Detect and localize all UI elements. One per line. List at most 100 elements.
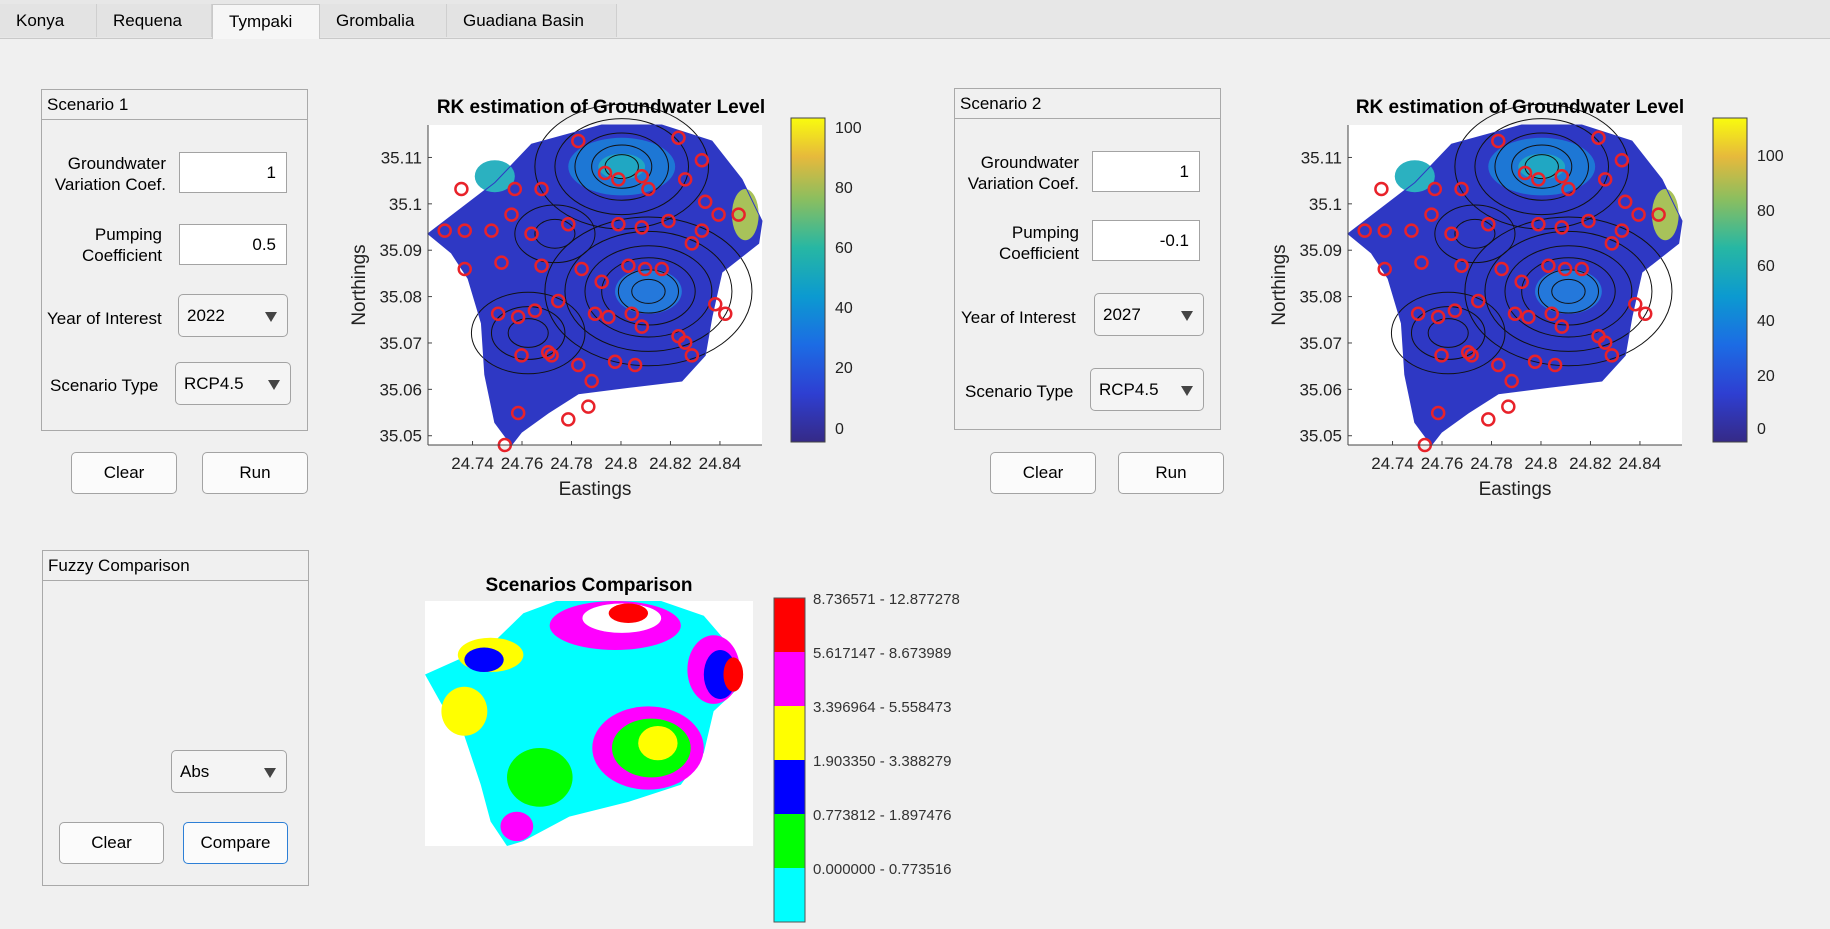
- legend-swatch: [774, 760, 805, 814]
- well-marker: [457, 261, 472, 277]
- scenario1-year-dropdown[interactable]: 2022: [178, 294, 288, 337]
- chevron-down-icon: [1181, 311, 1193, 321]
- colorbar-tick-label: 0: [835, 421, 844, 438]
- scenario1-run-button[interactable]: Run: [202, 452, 308, 494]
- scenario2-title: Scenario 2: [955, 89, 1220, 119]
- well-marker: [1554, 168, 1570, 184]
- well-marker: [1531, 216, 1546, 232]
- legend-label: 1.903350 - 3.388279: [813, 753, 951, 770]
- well-marker: [574, 261, 589, 277]
- well-marker: [1501, 399, 1516, 414]
- legend-swatch: [774, 598, 805, 652]
- tab-konya[interactable]: Konya: [0, 4, 97, 37]
- comparison-chart: Scenarios Comparison 8.736571 - 12.877278…: [425, 575, 960, 923]
- well-marker: [627, 357, 643, 373]
- class-zone: [723, 657, 744, 692]
- chevron-down-icon: [268, 380, 280, 390]
- class-zone: [464, 647, 504, 673]
- scenario1-type-dropdown[interactable]: RCP4.5: [175, 362, 291, 405]
- well-marker: [1447, 303, 1463, 318]
- y-tick-label: 35.11: [381, 148, 422, 167]
- well-marker: [1561, 181, 1576, 197]
- colorbar-tick-label: 20: [1757, 368, 1775, 385]
- contour-line: [1484, 230, 1653, 352]
- well-marker: [1554, 220, 1570, 235]
- contour-line: [591, 144, 653, 189]
- class-zone: [507, 748, 573, 807]
- well-marker: [494, 255, 509, 270]
- scenario1-pump-input[interactable]: [179, 224, 287, 265]
- contour-line: [564, 230, 733, 352]
- groundwater-surface: [428, 125, 762, 445]
- x-tick-label: 24.76: [501, 454, 544, 473]
- scenario2-type-dropdown[interactable]: RCP4.5: [1090, 368, 1204, 411]
- tab-grombalia[interactable]: Grombalia: [320, 4, 447, 37]
- well-marker: [587, 306, 603, 322]
- fuzzy-clear-button[interactable]: Clear: [59, 822, 164, 864]
- x-tick-label: 24.74: [451, 454, 494, 473]
- contour-line: [1390, 291, 1506, 375]
- well-marker: [684, 348, 700, 363]
- scenario1-type-label: Scenario Type: [50, 376, 159, 395]
- colorbar: [1712, 117, 1748, 443]
- well-marker: [1377, 261, 1392, 277]
- class-zone: [441, 686, 488, 736]
- well-marker: [540, 344, 556, 360]
- scenario2-clear-button[interactable]: Clear: [990, 452, 1096, 494]
- class-zone: [500, 811, 534, 842]
- well-marker: [1471, 293, 1486, 309]
- legend-label: 0.000000 - 0.773516: [813, 861, 951, 878]
- x-tick-label: 24.84: [1619, 454, 1662, 473]
- x-axis-label: Eastings: [1479, 479, 1552, 500]
- scenario2-pump-input[interactable]: [1092, 220, 1200, 261]
- legend-swatch: [774, 814, 805, 868]
- tab-tympaki[interactable]: Tympaki: [212, 4, 320, 39]
- edge-zone-west: [1394, 160, 1435, 193]
- well-marker: [1434, 348, 1449, 363]
- well-marker: [561, 216, 576, 232]
- tab-guadiana-basin[interactable]: Guadiana Basin: [447, 4, 617, 37]
- dh-dropdown[interactable]: Abs: [171, 750, 287, 793]
- well-marker: [707, 296, 723, 312]
- fuzzy-title: Fuzzy Comparison: [43, 551, 308, 581]
- tab-requena[interactable]: Requena: [97, 4, 212, 37]
- scenario2-run-button[interactable]: Run: [1118, 452, 1224, 494]
- mid-zone: [1535, 269, 1602, 314]
- legend-label: 3.396964 - 5.558473: [813, 699, 951, 716]
- y-tick-label: 35.07: [379, 334, 422, 353]
- chart-title: RK estimation of Groundwater Level: [437, 97, 765, 118]
- contour-line: [1454, 218, 1496, 249]
- well-marker: [1554, 319, 1570, 334]
- well-marker: [694, 223, 710, 238]
- compare-button[interactable]: Compare: [183, 822, 288, 864]
- well-marker: [1631, 207, 1646, 222]
- well-marker: [597, 165, 613, 181]
- scenario2-year-dropdown[interactable]: 2027: [1094, 293, 1204, 336]
- scenario1-clear-button[interactable]: Clear: [71, 452, 177, 494]
- well-marker: [607, 354, 623, 370]
- legend-swatch: [774, 868, 805, 922]
- y-tick-label: 35.09: [379, 241, 422, 260]
- y-tick-label: 35.08: [379, 288, 422, 307]
- well-marker: [1597, 335, 1613, 350]
- well-marker: [621, 258, 636, 274]
- colorbar-tick-label: 100: [835, 120, 862, 137]
- well-marker: [611, 216, 626, 232]
- contour-line: [1537, 269, 1599, 314]
- well-marker: [571, 133, 586, 149]
- contour-line: [507, 318, 549, 348]
- scenario2-gw-input[interactable]: [1092, 151, 1200, 192]
- well-marker: [1374, 181, 1389, 197]
- comparison-title: Scenarios Comparison: [486, 575, 693, 596]
- well-marker: [677, 172, 693, 187]
- x-tick-label: 24.74: [1371, 454, 1414, 473]
- contour-line: [584, 245, 713, 338]
- contour-line: [1474, 118, 1610, 216]
- y-tick-label: 35.1: [1309, 195, 1342, 214]
- fuzzy-panel: Fuzzy Comparison DH Abs: [42, 550, 309, 886]
- rk-chart-scenario2: 24.74 24.76 24.78 24.8 24.82 24.84 35.11 35.1 35…: [1269, 97, 1784, 500]
- x-tick-label: 24.82: [1569, 454, 1612, 473]
- scenario1-gw-input[interactable]: [179, 152, 287, 193]
- well-marker: [454, 181, 469, 197]
